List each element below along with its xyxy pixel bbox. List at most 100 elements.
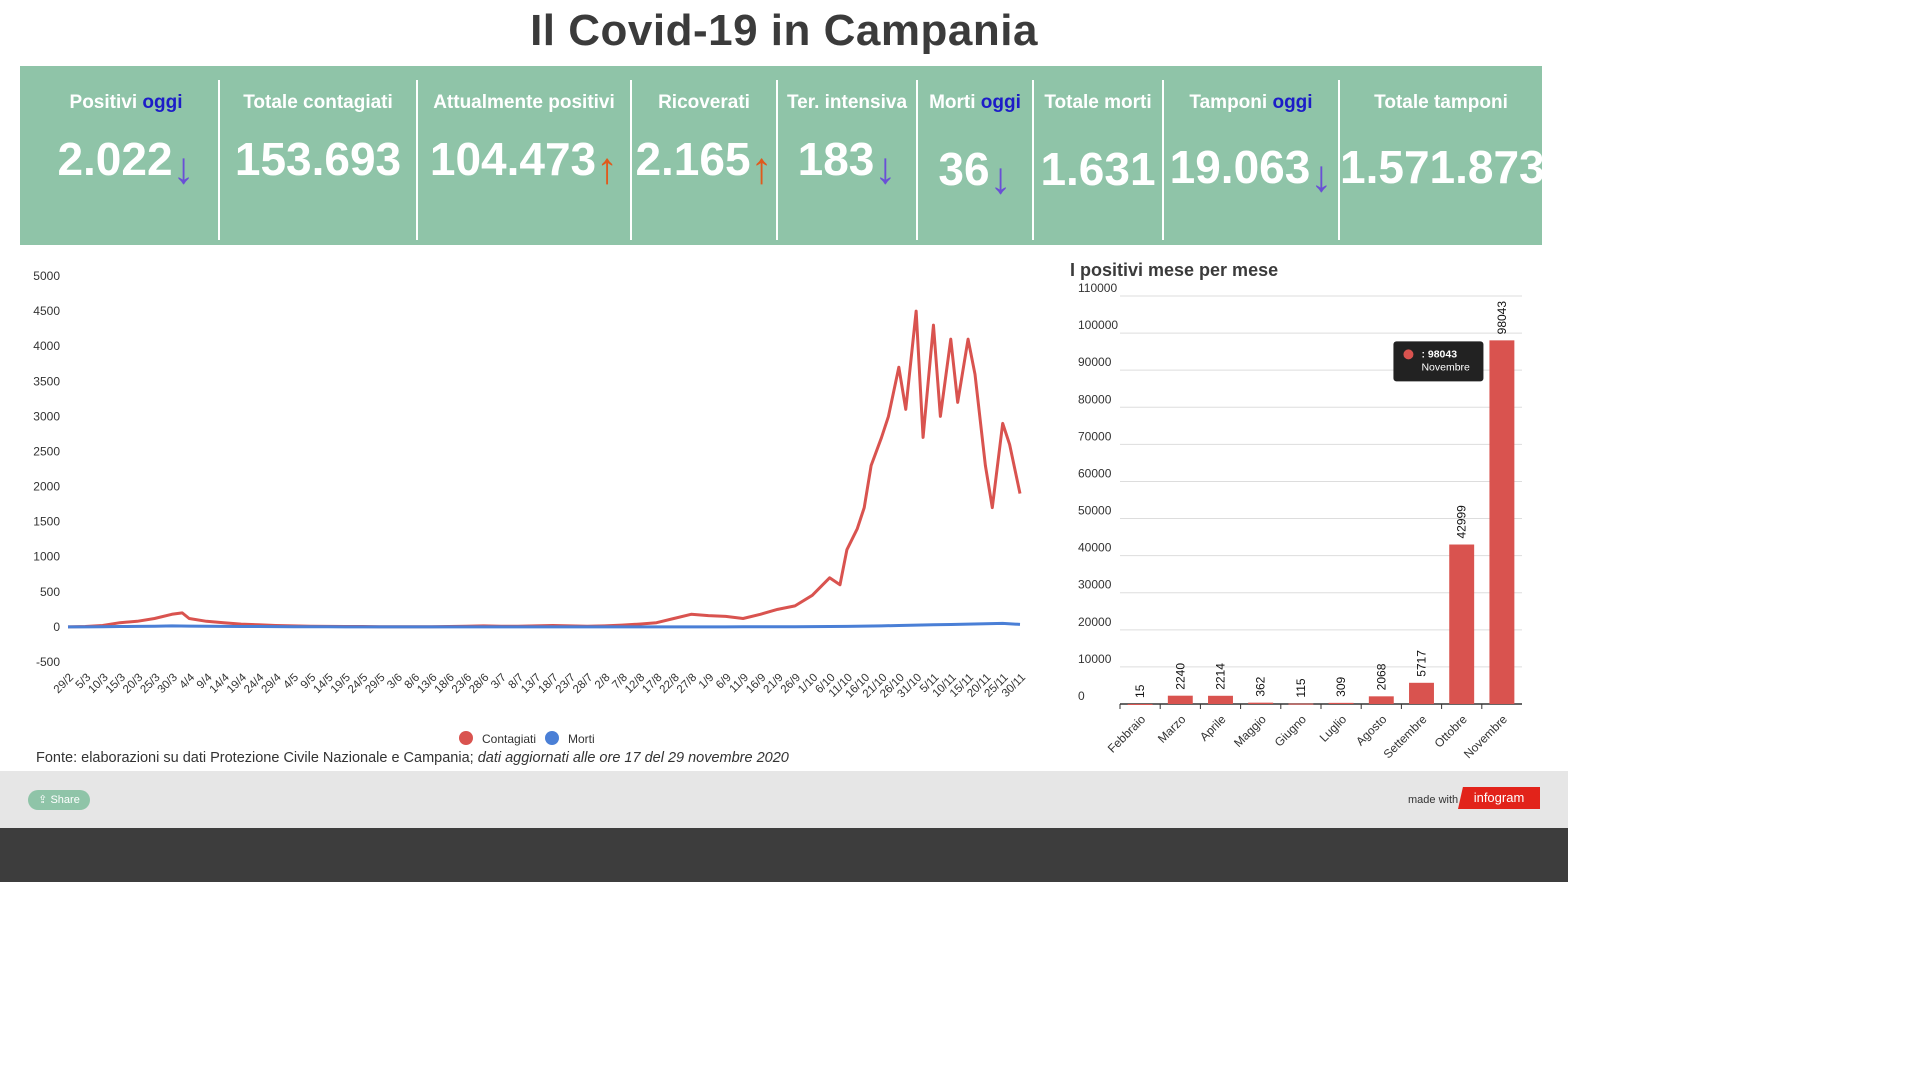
bar-value-label: 5717	[1415, 650, 1429, 677]
kpi-label: Totale tamponi	[1374, 92, 1508, 113]
kpi-label: Positivi	[69, 92, 138, 113]
bar-marzo	[1167, 695, 1193, 704]
kpi-value: 36	[938, 143, 990, 195]
bar-value-label: 2240	[1173, 663, 1187, 690]
kpi-tamponi-oggi: Tamponi oggi 19.063↓	[1164, 66, 1338, 245]
kpi-divider	[1032, 80, 1034, 240]
kpi-label: Tamponi	[1189, 92, 1268, 113]
x-tick-label: 30/3	[156, 672, 180, 696]
made-with-label: made with	[1408, 794, 1459, 806]
kpi-divider	[630, 80, 632, 240]
page-title: Il Covid-19 in Campania	[530, 6, 1038, 55]
y-tick-label: 90000	[1078, 355, 1112, 369]
bar-giugno	[1288, 703, 1314, 705]
share-icon: ⇪	[38, 794, 48, 806]
infogram-logo[interactable]: infogram	[1458, 787, 1540, 809]
monthly-positives-bar-chart: I positivi mese per mese 0 10000 20000 30000…	[1070, 260, 1522, 761]
kpi-label: Morti	[929, 92, 976, 113]
y-tick-label: 500	[40, 585, 60, 599]
x-tick-label: 3/7	[489, 672, 509, 692]
arrow-down-icon: ↓	[874, 144, 897, 193]
kpi-label: Ricoverati	[658, 92, 750, 113]
y-tick-label: -500	[36, 655, 60, 669]
bar-value-label: 362	[1254, 676, 1268, 696]
x-tick-label: 28/6	[467, 672, 491, 696]
kpi-morti-oggi: Morti oggi 36↓	[918, 66, 1032, 245]
bar-ottobre	[1449, 544, 1475, 704]
arrow-down-icon: ↓	[989, 154, 1012, 203]
bar-value-label: 2214	[1214, 663, 1228, 690]
kpi-value: 19.063	[1169, 141, 1311, 193]
x-tick-label: 29/2	[52, 672, 76, 696]
kpi-value: 1.571.873	[1340, 141, 1545, 193]
daily-cases-line-chart: -500 0 500 1000 1500 2000 2500 3000 3500 4000 4500…	[33, 269, 1028, 746]
arrow-up-icon: ↑	[596, 144, 619, 193]
bar-value-label: 15	[1133, 684, 1147, 698]
kpi-ricoverati: Ricoverati 2.165↑	[632, 66, 776, 245]
y-tick-label: 60000	[1078, 466, 1112, 480]
y-tick-label: 2000	[33, 480, 60, 494]
y-tick-label: 0	[1078, 689, 1085, 703]
tooltip-label: Novembre	[1421, 361, 1470, 373]
kpi-value: 2.165	[635, 133, 751, 185]
source-update-note: dati aggiornati alle ore 17 del 29 novem…	[477, 750, 789, 766]
x-tick-label: Giugno	[1272, 712, 1309, 749]
x-tick-label: Marzo	[1155, 712, 1189, 746]
x-tick-label: Febbraio	[1105, 712, 1149, 756]
bar-luglio	[1328, 702, 1354, 704]
footer	[0, 771, 1568, 828]
y-tick-label: 110000	[1078, 281, 1117, 295]
kpi-label: Ter. intensiva	[786, 92, 908, 113]
kpi-positivi-oggi: Positivi oggi 2.022↓	[34, 66, 218, 245]
bar-value-label: 115	[1294, 678, 1308, 697]
kpi-value: 104.473	[429, 133, 597, 185]
kpi-label-oggi: oggi	[1272, 92, 1313, 113]
kpi-attualmente-positivi: Attualmente positivi 104.473↑	[418, 66, 630, 245]
bar-agosto	[1368, 696, 1394, 704]
arrow-down-icon: ↓	[172, 144, 195, 193]
chart-title: I positivi mese per mese	[1070, 260, 1278, 280]
x-tick-label: Settembre	[1381, 712, 1430, 761]
legend-marker	[459, 731, 473, 745]
x-tick-label: Luglio	[1317, 712, 1350, 745]
y-tick-label: 100000	[1078, 318, 1118, 332]
y-tick-label: 1000	[33, 550, 60, 564]
source-note: Fonte: elaborazioni su dati Protezione C…	[36, 750, 789, 766]
kpi-divider	[916, 80, 918, 240]
y-tick-label: 3000	[33, 409, 60, 423]
bar-aprile	[1208, 695, 1233, 704]
y-tick-label: 4000	[33, 339, 60, 353]
tooltip-marker	[1403, 349, 1414, 360]
x-tick-label: 29/5	[363, 672, 387, 696]
y-tick-label: 70000	[1078, 429, 1112, 443]
bar-value-label: 98043	[1495, 301, 1509, 335]
y-tick-label: 10000	[1078, 652, 1112, 666]
y-tick-label: 2500	[33, 444, 60, 458]
x-tick-label: 1/9	[697, 672, 717, 692]
kpi-label: Totale morti	[1044, 92, 1152, 113]
series-line-contagiati	[67, 309, 1022, 629]
share-label: Share	[50, 794, 80, 806]
x-tick-label: Maggio	[1231, 712, 1269, 750]
x-tick-label: 2/8	[593, 672, 613, 692]
y-tick-label: 3500	[33, 374, 60, 388]
x-tick-label: Agosto	[1353, 712, 1390, 749]
bar-novembre	[1489, 340, 1515, 704]
bar-value-label: 42999	[1455, 505, 1469, 539]
x-tick-label: 28/7	[571, 672, 595, 696]
kpi-label: Attualmente positivi	[433, 92, 615, 113]
arrow-down-icon: ↓	[1310, 152, 1333, 201]
bottom-bar	[0, 828, 1568, 882]
kpi-bar: Positivi oggi 2.022↓ Totale contagiati 1…	[20, 66, 1545, 245]
kpi-value: 1.631	[1040, 143, 1156, 195]
share-button[interactable]: ⇪ Share	[28, 790, 90, 810]
kpi-label: Totale contagiati	[243, 92, 393, 113]
x-tick-label: Aprile	[1197, 712, 1229, 744]
kpi-value: 153.693	[234, 133, 402, 185]
x-tick-label: 4/4	[177, 671, 197, 691]
legend-marker	[545, 731, 559, 745]
y-tick-label: 30000	[1078, 578, 1112, 592]
legend-label: Morti	[568, 732, 595, 746]
x-tick-label: 3/6	[385, 672, 405, 692]
x-tick-label: 4/5	[281, 672, 301, 692]
